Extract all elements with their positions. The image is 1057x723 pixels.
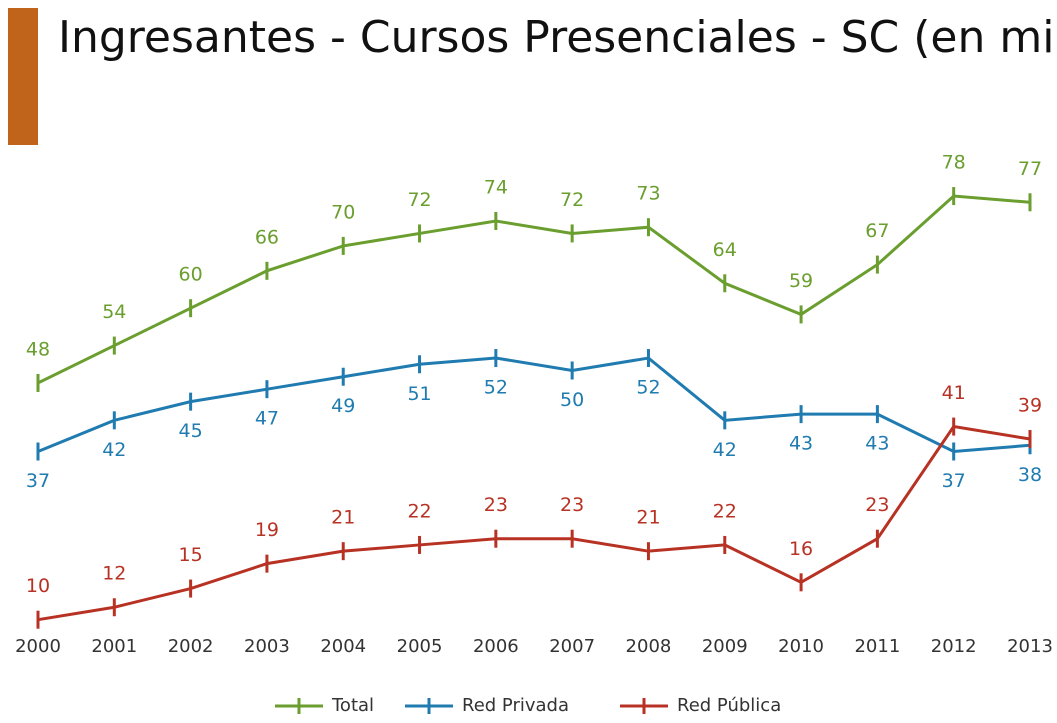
x-tick-label: 2002 <box>168 636 214 657</box>
legend-label: Red Privada <box>462 695 569 716</box>
data-label: 38 <box>1018 464 1042 486</box>
data-label: 47 <box>255 408 279 430</box>
series-line <box>37 194 1031 385</box>
data-label: 66 <box>255 226 279 248</box>
data-label: 23 <box>484 494 508 516</box>
data-label: 15 <box>179 544 203 566</box>
data-label: 19 <box>255 519 279 541</box>
data-label: 52 <box>636 377 660 399</box>
x-tick-label: 2000 <box>15 636 61 657</box>
data-label: 67 <box>865 220 889 242</box>
x-tick-label: 2011 <box>854 636 900 657</box>
data-label: 23 <box>865 494 889 516</box>
data-label: 21 <box>331 507 355 529</box>
data-label: 43 <box>865 433 889 455</box>
title-accent <box>8 8 38 145</box>
data-label: 23 <box>560 494 584 516</box>
x-tick-label: 2013 <box>1007 636 1053 657</box>
x-tick-label: 2012 <box>931 636 977 657</box>
x-tick-label: 2010 <box>778 636 824 657</box>
data-label: 50 <box>560 389 584 411</box>
data-label: 54 <box>102 301 126 323</box>
data-label: 22 <box>407 500 431 522</box>
x-tick-label: 2007 <box>549 636 595 657</box>
data-label: 72 <box>407 189 431 211</box>
data-label: 43 <box>789 433 813 455</box>
legend-label: Red Pública <box>677 695 781 716</box>
data-label: 45 <box>179 420 203 442</box>
x-tick-label: 2009 <box>702 636 748 657</box>
data-label: 42 <box>713 439 737 461</box>
data-label: 41 <box>942 382 966 404</box>
data-label: 74 <box>484 176 508 198</box>
x-tick-label: 2008 <box>626 636 672 657</box>
legend-label: Total <box>331 695 374 716</box>
series-line <box>37 356 1031 454</box>
data-label: 22 <box>713 500 737 522</box>
data-label: 72 <box>560 189 584 211</box>
series-line <box>37 424 1031 622</box>
data-label: 64 <box>713 239 737 261</box>
data-label: 10 <box>26 575 50 597</box>
data-label: 37 <box>26 470 50 492</box>
x-tick-label: 2003 <box>244 636 290 657</box>
data-label: 73 <box>636 183 660 205</box>
data-label: 21 <box>636 507 660 529</box>
chart-title: Ingresantes - Cursos Presenciales - SC (… <box>58 12 1057 63</box>
x-tick-label: 2004 <box>320 636 366 657</box>
data-label: 37 <box>942 470 966 492</box>
data-label: 78 <box>942 152 966 174</box>
data-label: 16 <box>789 538 813 560</box>
data-label: 51 <box>407 383 431 405</box>
data-label: 48 <box>26 338 50 360</box>
x-tick-label: 2006 <box>473 636 519 657</box>
data-label: 77 <box>1018 158 1042 180</box>
data-label: 39 <box>1018 395 1042 417</box>
data-label: 70 <box>331 201 355 223</box>
data-label: 42 <box>102 439 126 461</box>
data-label: 59 <box>789 270 813 292</box>
data-label: 52 <box>484 377 508 399</box>
data-label: 49 <box>331 395 355 417</box>
x-tick-label: 2005 <box>397 636 443 657</box>
data-label: 12 <box>102 563 126 585</box>
data-label: 60 <box>179 264 203 286</box>
x-tick-label: 2001 <box>91 636 137 657</box>
